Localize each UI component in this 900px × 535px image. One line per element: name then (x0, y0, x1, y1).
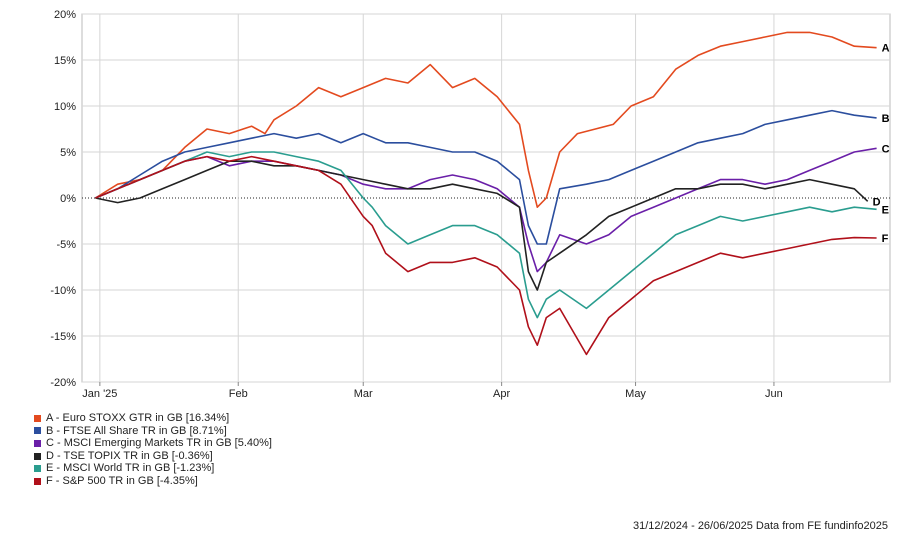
y-tick-label: 15% (54, 55, 76, 67)
series-line-b (95, 109, 877, 245)
series-end-label-d: D (873, 196, 881, 208)
x-axis-ticks: Jan '25 Feb Mar Apr May Jun (82, 382, 783, 400)
legend-label-e: E - MSCI World TR in GB [-1.23%] (46, 462, 215, 475)
series-lines (94, 31, 877, 356)
legend-swatch-a (34, 414, 41, 422)
series-line-e (95, 151, 877, 319)
y-tick-label: 5% (60, 147, 76, 159)
y-tick-label: -15% (50, 331, 76, 343)
series-end-label-e: E (882, 204, 889, 216)
legend-swatch-b (34, 427, 41, 435)
chart-footer: 31/12/2024 - 26/06/2025 Data from FE fun… (632, 520, 888, 532)
y-tick-label: -20% (50, 377, 76, 389)
x-tick-label: Jan '25 (82, 388, 117, 400)
plot-frame (81, 13, 891, 383)
line-chart: 20% 15% 10% 5% 0% -5% -10% -15% -20% Jan '25 Feb M… (50, 9, 891, 400)
y-tick-label: 10% (54, 101, 76, 113)
x-tick-label: Feb (229, 388, 248, 400)
series-line-a (94, 31, 877, 208)
y-tick-label: -10% (50, 285, 76, 297)
legend-label-d: D - TSE TOPIX TR in GB [-0.36%] (46, 449, 213, 462)
legend-item-d: D - TSE TOPIX TR in GB [-0.36%] (34, 450, 272, 463)
x-tick-label: Apr (493, 388, 510, 400)
legend-label-b: B - FTSE All Share TR in GB [8.71%] (46, 424, 227, 437)
y-axis-ticks: 20% 15% 10% 5% 0% -5% -10% -15% -20% (50, 9, 76, 389)
legend-item-c: C - MSCI Emerging Markets TR in GB [5.40… (34, 437, 272, 450)
legend-item-e: E - MSCI World TR in GB [-1.23%] (34, 462, 272, 475)
legend-label-f: F - S&P 500 TR in GB [-4.35%] (46, 474, 198, 487)
series-end-label-c: C (882, 143, 890, 155)
x-tick-label: Mar (354, 388, 373, 400)
y-tick-label: -5% (56, 239, 76, 251)
series-end-label-a: A (882, 43, 890, 55)
legend: A - Euro STOXX GTR in GB [16.34%] B - FT… (34, 412, 272, 488)
legend-item-b: B - FTSE All Share TR in GB [8.71%] (34, 425, 272, 438)
y-tick-label: 0% (60, 193, 76, 205)
series-end-label-b: B (882, 113, 890, 125)
series-line-c (95, 147, 877, 273)
legend-label-c: C - MSCI Emerging Markets TR in GB [5.40… (46, 437, 272, 450)
legend-swatch-f (34, 477, 41, 485)
y-tick-label: 20% (54, 9, 76, 21)
x-tick-label: Jun (765, 388, 783, 400)
legend-swatch-d (34, 452, 41, 460)
series-line-f (95, 155, 877, 356)
x-tick-label: May (625, 388, 646, 400)
series-line-d (95, 160, 869, 291)
legend-label-a: A - Euro STOXX GTR in GB [16.34%] (46, 412, 230, 424)
legend-item-f: F - S&P 500 TR in GB [-4.35%] (34, 475, 272, 488)
legend-item-a: A - Euro STOXX GTR in GB [16.34%] (34, 412, 272, 425)
grid (81, 13, 891, 383)
legend-swatch-e (34, 465, 41, 473)
series-end-label-f: F (882, 233, 889, 245)
series-end-labels: A B C DE F (873, 43, 890, 245)
legend-swatch-c (34, 439, 41, 447)
